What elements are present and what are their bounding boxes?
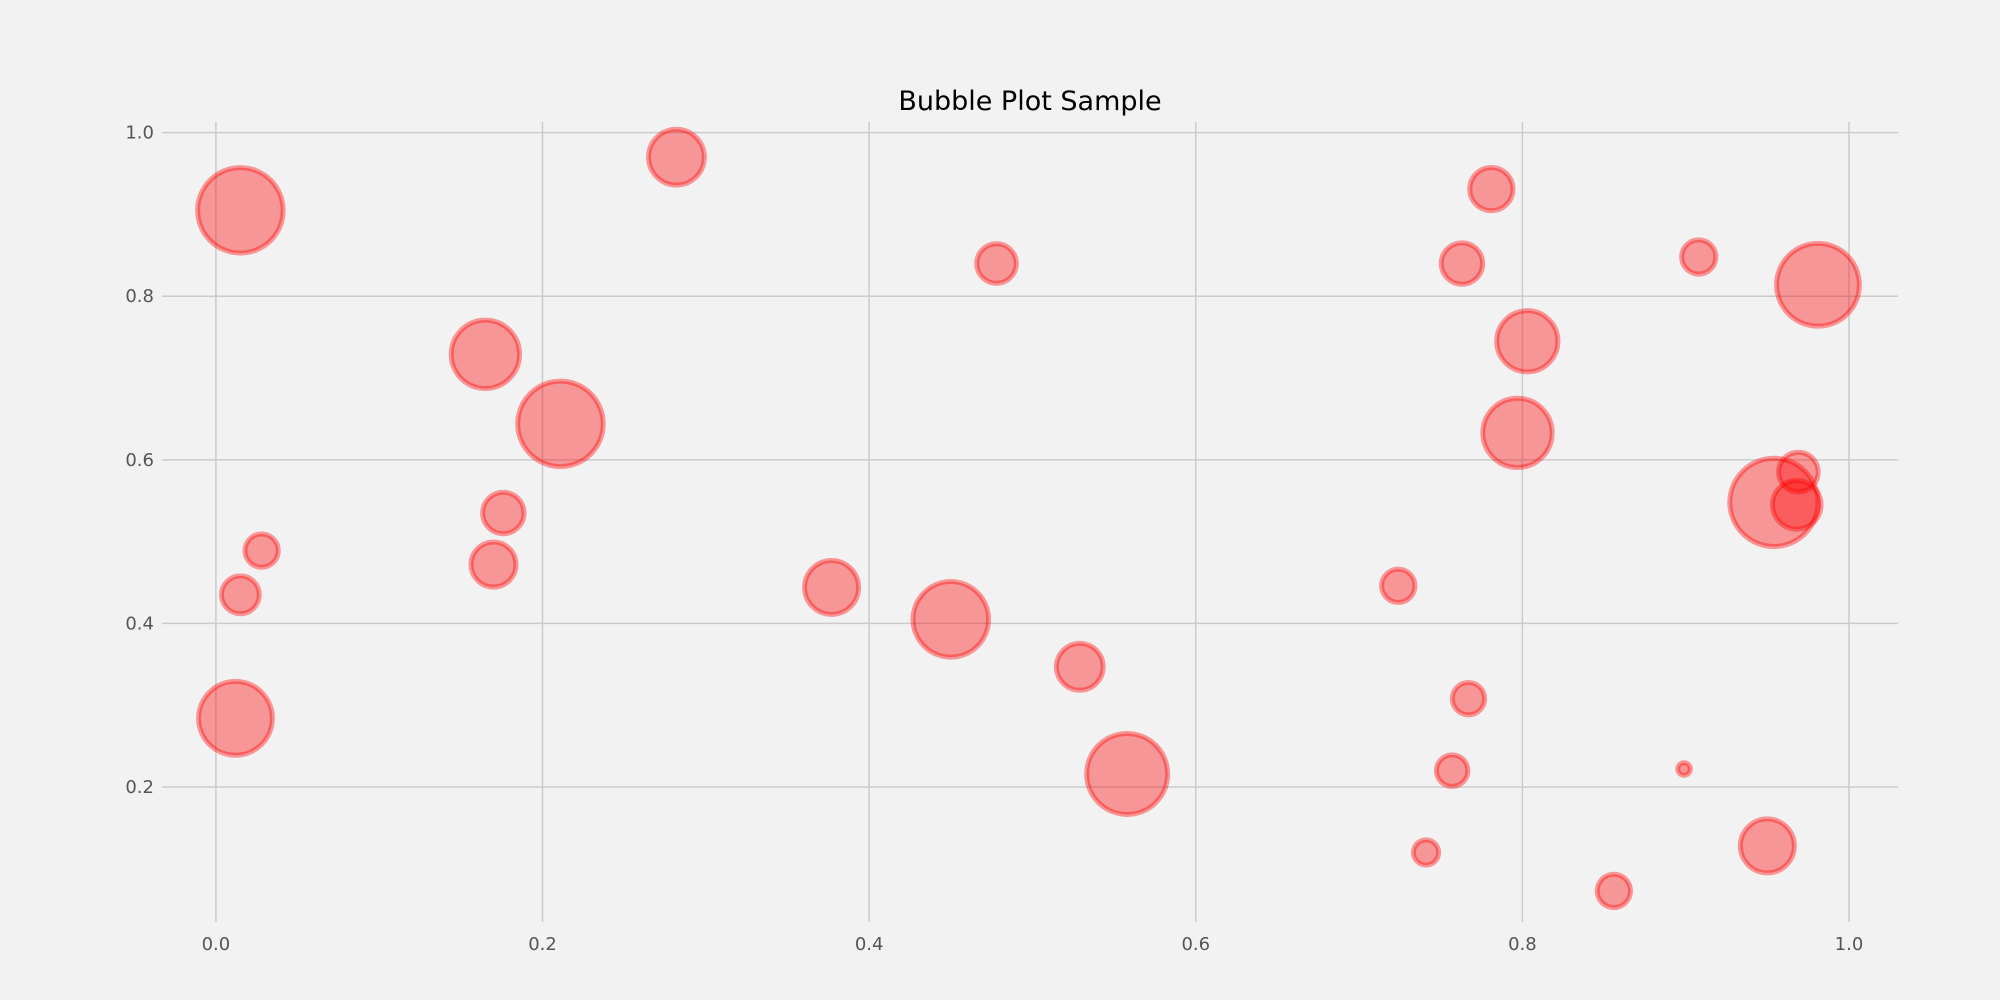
bubble-point (480, 489, 527, 537)
x-tick-label: 0.6 (1181, 934, 1210, 955)
bubble-series (195, 126, 1862, 911)
y-tick-label: 1.0 (125, 123, 154, 144)
bubble-point (1379, 566, 1418, 605)
x-tick-label: 0.2 (528, 934, 557, 955)
bubble-point (195, 165, 286, 256)
bubble-point (242, 531, 281, 570)
bubble-point (1769, 478, 1824, 532)
bubble-point (1494, 308, 1561, 375)
bubble-point (1053, 640, 1106, 693)
bubble-point (1776, 449, 1821, 495)
bubble-point (1480, 395, 1555, 470)
bubble-point (1084, 730, 1171, 817)
bubble-point (1675, 760, 1693, 778)
bubble-point (1737, 816, 1797, 876)
y-axis-ticks: 0.2 0.4 0.6 0.8 1.0 (125, 123, 154, 798)
bubble-point (1449, 679, 1488, 718)
grid-lines (162, 122, 1898, 922)
bubble-point (1467, 164, 1516, 214)
x-axis-ticks: 0.0 0.2 0.4 0.6 0.8 1.0 (202, 934, 1864, 955)
x-tick-label: 1.0 (1835, 934, 1864, 955)
bubble-point (1438, 240, 1486, 287)
bubble-point (646, 126, 707, 188)
x-tick-label: 0.8 (1508, 934, 1537, 955)
y-tick-label: 0.4 (125, 613, 154, 634)
bubble-point (1774, 240, 1862, 329)
bubble-point (1433, 752, 1471, 789)
bubble-point (515, 378, 606, 470)
x-tick-label: 0.0 (202, 934, 231, 955)
bubble-point (1679, 237, 1719, 277)
bubble-point (974, 241, 1019, 286)
chart-title: Bubble Plot Sample (898, 86, 1161, 117)
bubble-point (196, 678, 275, 758)
y-tick-label: 0.8 (125, 286, 154, 307)
bubble-point (468, 539, 519, 590)
bubble-point (218, 573, 262, 617)
bubble-point (448, 317, 523, 392)
bubble-point (802, 557, 862, 617)
y-tick-label: 0.6 (125, 450, 154, 471)
bubble-point (1410, 837, 1442, 868)
bubble-point (1594, 871, 1633, 911)
y-tick-label: 0.2 (125, 777, 154, 798)
x-tick-label: 0.4 (855, 934, 884, 955)
bubble-point (1727, 455, 1821, 549)
bubble-point (910, 579, 992, 660)
